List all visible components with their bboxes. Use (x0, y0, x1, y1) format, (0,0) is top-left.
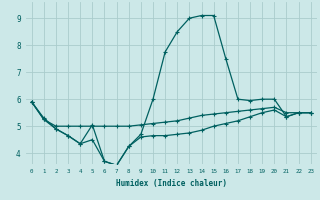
X-axis label: Humidex (Indice chaleur): Humidex (Indice chaleur) (116, 179, 227, 188)
